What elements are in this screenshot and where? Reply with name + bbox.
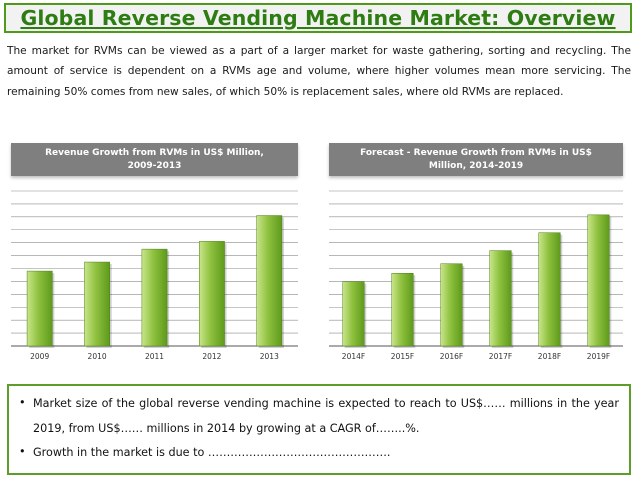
chart-title-historical: Revenue Growth from RVMs in US$ Million,…: [11, 143, 298, 176]
x-tick-label: 2011: [145, 352, 164, 361]
bar-2011: [141, 248, 168, 347]
bar-2013: [256, 215, 283, 347]
bullet-text-growth-driver: Growth in the market is due to …………………………: [33, 446, 391, 459]
bar-2015F: [391, 273, 414, 347]
x-tick-label: 2014F: [342, 352, 365, 361]
bar-2014F: [342, 281, 365, 347]
bar-2016F: [440, 263, 463, 347]
bar-2017F: [489, 250, 512, 347]
bar-2018F: [538, 232, 561, 347]
x-tick-label: 2016F: [440, 352, 463, 361]
bullet-item: • Market size of the global reverse vend…: [19, 392, 619, 441]
bar-2012: [199, 241, 225, 347]
x-tick-label: 2010: [88, 352, 107, 361]
forecast-revenue-chart: 2014F 2015F 2016F 2017F 2018F 2019F: [329, 190, 623, 361]
slide-title: Global Reverse Vending Machine Market: O…: [20, 6, 616, 30]
chart-title-historical-text: Revenue Growth from RVMs in US$ Million,…: [45, 147, 264, 171]
bullet-text-market-size: Market size of the global reverse vendin…: [33, 397, 619, 435]
x-tick-label: 2018F: [538, 352, 561, 361]
bullet-item: • Growth in the market is due to ……………………: [19, 441, 619, 466]
slide-title-bar: Global Reverse Vending Machine Market: O…: [4, 3, 632, 33]
bullet-marker: •: [19, 445, 26, 458]
x-tick-label: 2017F: [489, 352, 512, 361]
chart-title-forecast: Forecast - Revenue Growth from RVMs in U…: [329, 143, 623, 176]
x-tick-label: 2015F: [391, 352, 414, 361]
bar-2019F: [587, 214, 610, 347]
bar-2009: [26, 270, 53, 347]
revenue-growth-chart: 2009 2010 2011 2012 2013: [11, 190, 298, 361]
intro-paragraph: The market for RVMs can be viewed as a p…: [7, 45, 631, 98]
bullet-marker: •: [19, 396, 26, 409]
x-tick-label: 2019F: [587, 352, 610, 361]
x-tick-label: 2013: [260, 352, 279, 361]
chart-title-forecast-text: Forecast - Revenue Growth from RVMs in U…: [360, 147, 592, 171]
key-insights-box: • Market size of the global reverse vend…: [7, 384, 631, 475]
bar-2010: [84, 261, 110, 347]
x-tick-label: 2012: [202, 352, 221, 361]
x-tick-label: 2009: [30, 352, 49, 361]
